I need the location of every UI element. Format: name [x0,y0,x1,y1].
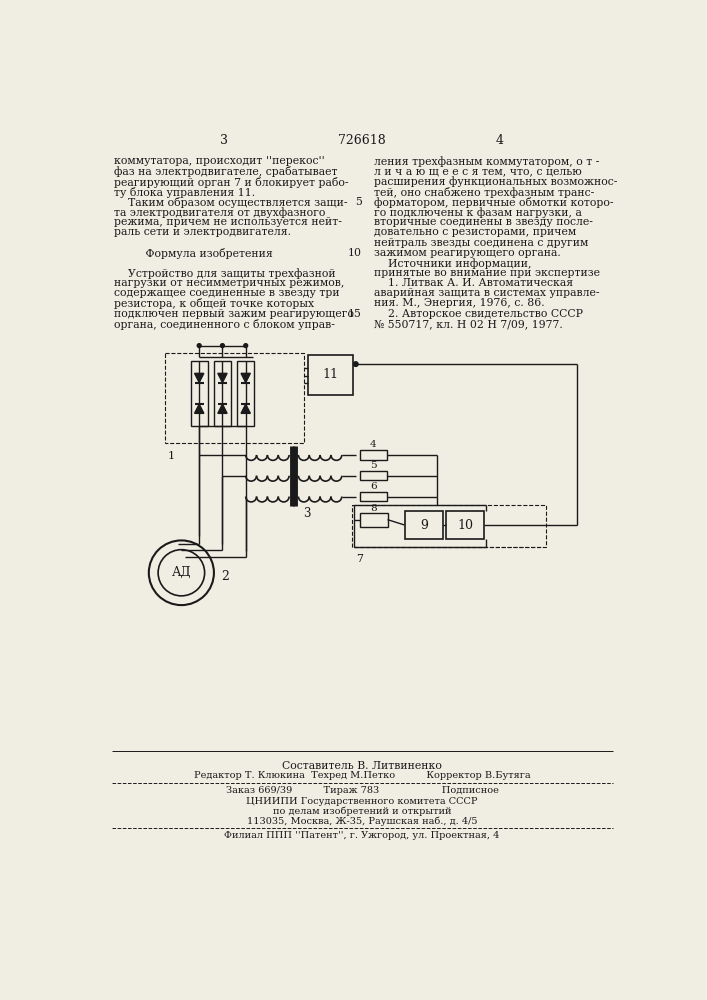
Text: 3: 3 [303,507,310,520]
Bar [214,361,231,426]
Text: Редактор Т. Клюкина  Техред М.Петко          Корректор В.Бутяга: Редактор Т. Клюкина Техред М.Петко Корре… [194,771,530,780]
Circle shape [221,344,224,348]
Text: 1. Литвак А. И. Автоматическая: 1. Литвак А. И. Автоматическая [373,278,573,288]
Bar [308,355,353,395]
Text: 4: 4 [370,440,377,449]
Text: Источники информации,: Источники информации, [373,258,531,269]
Polygon shape [194,373,204,383]
Text: Заказ 669/39          Тираж 783                    Подписное: Заказ 669/39 Тираж 783 Подписное [226,786,498,795]
Text: 1: 1 [168,451,175,461]
Text: 3: 3 [220,134,228,147]
Text: 113035, Москва, Ж-35, Раушская наб., д. 4/5: 113035, Москва, Ж-35, Раушская наб., д. … [247,817,477,826]
Text: 8: 8 [370,504,377,513]
Text: 5: 5 [355,197,362,207]
Text: 4: 4 [495,134,503,147]
Text: реагирующий орган 7 и блокирует рабо-: реагирующий орган 7 и блокирует рабо- [114,177,349,188]
Text: 10: 10 [457,519,473,532]
Text: 5: 5 [370,461,377,470]
Text: ления трехфазным коммутатором, о т -: ления трехфазным коммутатором, о т - [373,156,599,167]
Circle shape [158,550,204,596]
Bar [237,361,255,426]
Text: тей, оно снабжено трехфазным транс-: тей, оно снабжено трехфазным транс- [373,187,594,198]
Polygon shape [194,404,204,413]
Text: го подключены к фазам нагрузки, а: го подключены к фазам нагрузки, а [373,207,581,218]
Text: ЦНИИПИ Государственного комитета СССР: ЦНИИПИ Государственного комитета СССР [246,797,478,806]
Text: форматором, первичные обмотки которо-: форматором, первичные обмотки которо- [373,197,613,208]
Text: вторичные соединены в звезду после-: вторичные соединены в звезду после- [373,217,592,227]
Bar [191,361,208,426]
Polygon shape [218,373,227,383]
Text: 9: 9 [420,519,428,532]
Bar [360,450,387,460]
Text: Формула изобретения: Формула изобретения [114,248,273,259]
Text: 726618: 726618 [338,134,386,147]
Text: № 550717, кл. Н 02 Н 7/09, 1977.: № 550717, кл. Н 02 Н 7/09, 1977. [373,319,562,329]
Bar [360,492,387,501]
Polygon shape [241,373,250,383]
Text: принятые во внимание при экспертизе: принятые во внимание при экспертизе [373,268,600,278]
Bar [360,513,387,527]
Bar [445,511,484,539]
Text: расширения функциональных возможнос-: расширения функциональных возможнос- [373,177,617,187]
Text: 10: 10 [348,248,362,258]
Text: АД: АД [172,566,191,579]
Text: 2: 2 [222,570,230,583]
Text: по делам изобретений и открытий: по делам изобретений и открытий [273,807,451,816]
Text: довательно с резисторами, причем: довательно с резисторами, причем [373,227,575,237]
Text: режима, причем не используется нейт-: режима, причем не используется нейт- [114,217,341,227]
Bar [404,511,443,539]
Text: 2. Авторское свидетельство СССР: 2. Авторское свидетельство СССР [373,309,583,319]
Bar [352,505,546,547]
Text: 11: 11 [322,368,338,381]
Text: нейтраль звезды соединена с другим: нейтраль звезды соединена с другим [373,238,588,248]
Text: 7: 7 [356,554,363,564]
Polygon shape [241,404,250,413]
Text: зажимом реагирующего органа.: зажимом реагирующего органа. [373,248,561,258]
Text: та электродвигателя от двухфазного: та электродвигателя от двухфазного [114,207,325,218]
Text: фаз на электродвигателе, срабатывает: фаз на электродвигателе, срабатывает [114,166,337,177]
Text: содержащее соединенные в звезду три: содержащее соединенные в звезду три [114,288,339,298]
Text: Составитель В. Литвиненко: Составитель В. Литвиненко [282,761,442,771]
Text: Таким образом осуществляется защи-: Таким образом осуществляется защи- [114,197,347,208]
Text: ния. М., Энергия, 1976, с. 86.: ния. М., Энергия, 1976, с. 86. [373,298,544,308]
Text: резистора, к общей точке которых: резистора, к общей точке которых [114,298,314,309]
Text: нагрузки от несимметричных режимов,: нагрузки от несимметричных режимов, [114,278,344,288]
Text: коммутатора, происходит ''перекос'': коммутатора, происходит ''перекос'' [114,156,325,166]
Bar [360,471,387,480]
Circle shape [149,540,214,605]
Circle shape [244,344,247,348]
Text: Устройство для защиты трехфазной: Устройство для защиты трехфазной [114,268,336,279]
Polygon shape [218,404,227,413]
Bar [165,353,304,443]
Text: л и ч а ю щ е е с я тем, что, с целью: л и ч а ю щ е е с я тем, что, с целью [373,166,581,176]
Text: 6: 6 [370,482,377,491]
Text: подключен первый зажим реагирующего: подключен первый зажим реагирующего [114,309,354,319]
Text: органа, соединенного с блоком управ-: органа, соединенного с блоком управ- [114,319,335,330]
Circle shape [197,344,201,348]
Circle shape [354,362,358,366]
Text: 15: 15 [348,309,362,319]
Text: ту блока управления 11.: ту блока управления 11. [114,187,255,198]
Text: Филиал ППП ''Патент'', г. Ужгород, ул. Проектная, 4: Филиал ППП ''Патент'', г. Ужгород, ул. П… [224,831,500,840]
Text: аварийная защита в системах управле-: аварийная защита в системах управле- [373,288,599,298]
Text: раль сети и электродвигателя.: раль сети и электродвигателя. [114,227,291,237]
